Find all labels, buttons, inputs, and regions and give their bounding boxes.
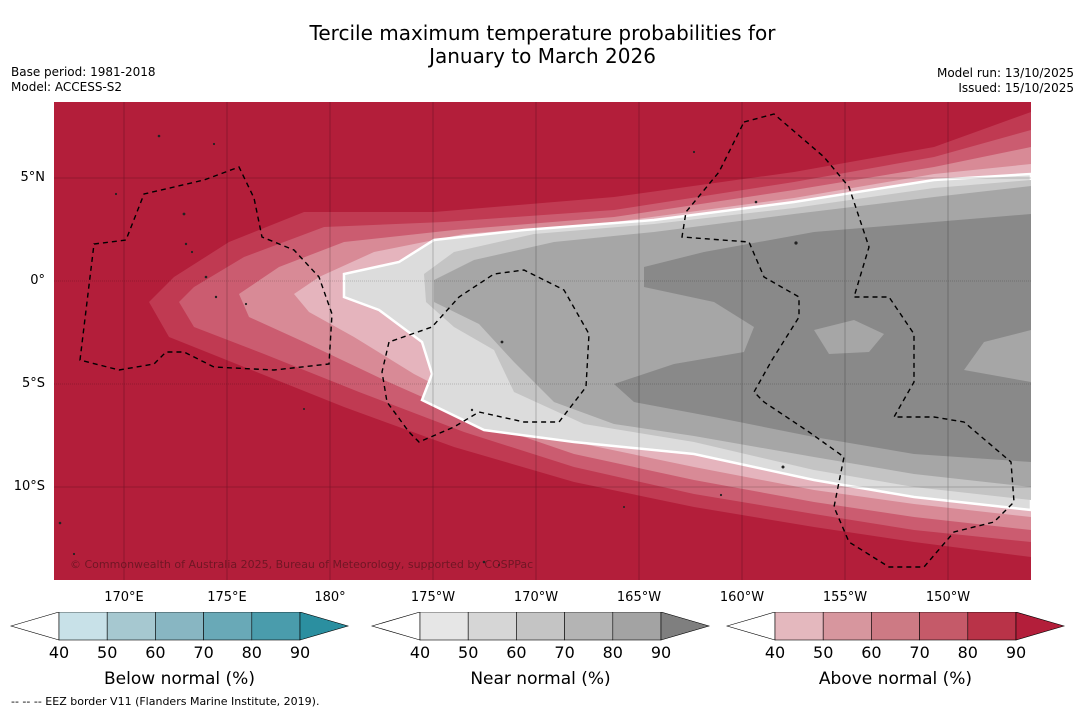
near-60-pocket [814, 320, 884, 354]
base-period-text: Base period: 1981-2018 [11, 65, 156, 79]
lon-label: 150°W [925, 590, 971, 605]
colorbar-tick-label: 40 [49, 643, 69, 662]
colorbar-segment [419, 612, 469, 641]
colorbar-segment [919, 612, 969, 641]
colorbar: 40 50 60 70 80 90 [725, 612, 1066, 662]
islands [58, 134, 798, 566]
colorbar-tick-label: 70 [909, 643, 929, 662]
colorbar-segment [612, 612, 662, 641]
colorbar-tick-label: 80 [958, 643, 978, 662]
colorbar-segment [203, 612, 253, 641]
colorbar-tick-label: 60 [861, 643, 881, 662]
eez-borders [79, 113, 1015, 568]
colorbar-title: Above normal (%) [818, 669, 973, 689]
colorbar-segment [58, 612, 108, 641]
probability-map[interactable] [54, 102, 1031, 580]
colorbar-segment [516, 612, 565, 641]
colorbar-tick-label: 60 [506, 643, 526, 662]
colorbar: 40 50 60 70 80 90 [9, 612, 350, 662]
colorbar-tick-label: 60 [145, 643, 165, 662]
lon-label: 165°W [616, 590, 662, 605]
model-run-text: Model run: 13/10/2025 [936, 66, 1074, 80]
colorbar-right-arrow [660, 612, 711, 641]
colorbar-tick-label: 40 [765, 643, 785, 662]
colorbar-right-arrow [299, 612, 350, 641]
lat-label: 5°S [21, 376, 45, 391]
lon-label: 160°W [719, 590, 765, 605]
lat-label: 10°S [13, 479, 45, 494]
colorbar: 40 50 60 70 80 90 [370, 612, 711, 662]
copyright-text: © Commonwealth of Australia 2025, Bureau… [70, 558, 534, 571]
lat-label: 0° [30, 273, 45, 288]
colorbar-segment [155, 612, 204, 641]
lon-label: 170°W [513, 590, 559, 605]
colorbar-title: Near normal (%) [470, 669, 611, 689]
lon-label: 180° [314, 590, 346, 605]
colorbar-tick-label: 50 [813, 643, 833, 662]
colorbar-tick-label: 50 [458, 643, 478, 662]
colorbar-left-arrow [370, 612, 421, 641]
title-line-1: Tercile maximum temperature probabilitie… [309, 21, 776, 45]
lon-label: 175°E [207, 590, 247, 605]
lat-label: 5°N [20, 170, 46, 185]
colorbar-segment [871, 612, 920, 641]
colorbar-segment [564, 612, 614, 641]
map-title: Tercile maximum temperature probabilitie… [0, 22, 1085, 68]
colorbar-tick-label: 90 [1006, 643, 1026, 662]
lon-label: 170°E [104, 590, 144, 605]
colorbar-left-arrow [9, 612, 60, 641]
metadata-right: Model run: 13/10/2025 Issued: 15/10/2025 [937, 66, 1074, 96]
colorbar-segment [467, 612, 517, 641]
title-line-2: January to March 2026 [429, 44, 656, 68]
model-text: Model: ACCESS-S2 [11, 80, 123, 94]
lon-label: 175°W [410, 590, 456, 605]
colorbar-tick-label: 50 [97, 643, 117, 662]
colorbar-right-arrow [1015, 612, 1066, 641]
metadata-left: Base period: 1981-2018 Model: ACCESS-S2 [11, 65, 156, 95]
lon-label: 155°W [822, 590, 868, 605]
colorbars: 40 50 60 70 80 90 40 50 60 70 80 90 40 50 60 70 80 90 [9, 612, 1066, 662]
eez-footnote: -- -- -- EEZ border V11 (Flanders Marine… [11, 695, 320, 708]
colorbar-segment [106, 612, 156, 641]
issued-text: Issued: 15/10/2025 [958, 81, 1074, 95]
colorbar-segment [967, 612, 1017, 641]
colorbar-segment [251, 612, 301, 641]
colorbar-tick-label: 80 [603, 643, 623, 662]
colorbar-tick-label: 70 [554, 643, 574, 662]
colorbar-title: Below normal (%) [104, 669, 255, 689]
colorbar-tick-label: 80 [242, 643, 262, 662]
colorbar-tick-label: 90 [651, 643, 671, 662]
colorbar-tick-label: 70 [193, 643, 213, 662]
colorbar-tick-label: 40 [410, 643, 430, 662]
colorbar-segment [822, 612, 872, 641]
colorbar-left-arrow [725, 612, 776, 641]
colorbar-tick-label: 90 [290, 643, 310, 662]
colorbar-segment [774, 612, 824, 641]
